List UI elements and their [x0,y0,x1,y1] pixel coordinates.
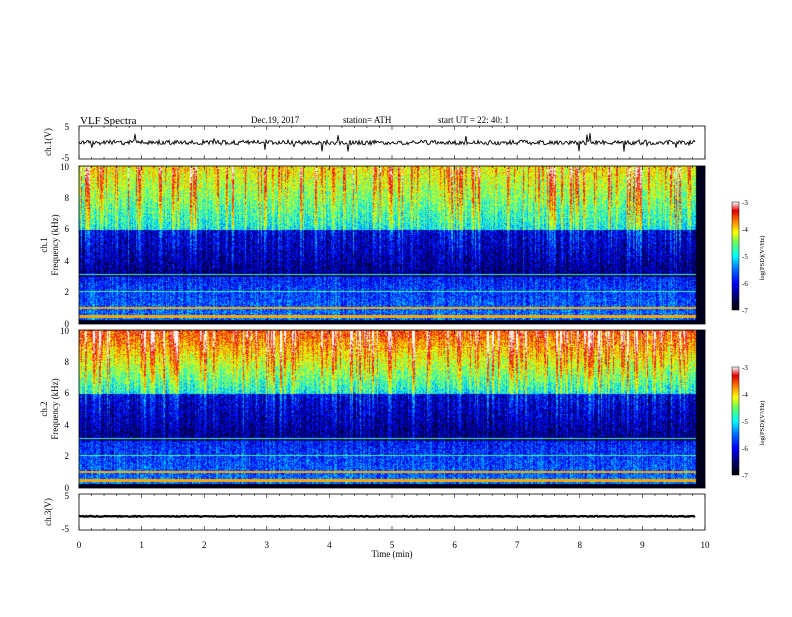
ch1-colorbar-tick-m6: -6 [742,280,748,288]
ch1-spectrogram-ylabel-channel: ch.1 [39,237,49,252]
ch1-waveform-trace [78,132,696,152]
ch2-freq-tick-6: 6 [65,388,70,398]
ch1-freq-tick-0: 0 [65,319,70,329]
ch1-spectrogram-panel: 0 2 4 6 8 10 ch.1 Frequency (kHz) -3 -4 … [39,162,766,329]
ch1-colorbar-tick-m3: -3 [742,199,748,207]
ch1-spectrogram-ylabel-frequency: Frequency (kHz) [50,214,60,275]
ch1-waveform-panel: 5 -5 ch.1(V) [43,122,706,163]
time-tick-label: 0 [77,540,82,550]
ch1-colorbar-tick-m4: -4 [742,226,748,234]
ch1-freq-tick-2: 2 [65,287,70,297]
ch2-colorbar-tick-m4: -4 [742,391,748,399]
ch2-colorbar [731,366,740,476]
ch3-waveform-panel: 5 -5 ch.3(V) 0 1 2 3 4 5 6 7 8 9 10 Time (min) [43,491,710,559]
spec1-g-raster [79,166,705,324]
ch2-colorbar-label: log(PSD)(V²/Hz) [759,401,766,446]
ch1-ylabel: ch.1(V) [43,128,53,156]
ch1-colorbar [731,201,740,311]
ch2-spectrogram-xticks [78,330,706,488]
time-tick-label: 10 [701,540,711,550]
spec2-g-raster [79,330,705,488]
ch2-colorbar-tick-m7: -7 [742,472,748,480]
time-tick-label: 8 [578,540,583,550]
ch2-colorbar-tick-m3: -3 [742,364,748,372]
ch3-waveform-frame [78,493,706,531]
time-axis-label: Time (min) [372,549,413,559]
ch2-spectrogram-ylabel-channel: ch.2 [39,401,49,416]
ch2-spectrogram-image [79,330,705,488]
ch2-freq-tick-10: 10 [60,326,70,336]
ch3-ylabel: ch.3(V) [43,498,53,526]
time-tick-label: 5 [390,540,395,550]
ch1-waveform-ticks [78,126,706,159]
time-axis-tick-labels: 0 1 2 3 4 5 6 7 8 9 10 [77,540,710,550]
time-tick-label: 3 [265,540,270,550]
ch2-colorbar-tick-m5: -5 [742,418,748,426]
ch1-freq-tick-10: 10 [60,162,70,172]
time-tick-label: 2 [202,540,207,550]
ch3-waveform-ticks [78,494,706,530]
ch1-spectrogram-image [79,166,705,324]
ch1-freq-tick-8: 8 [65,193,70,203]
ch2-spectrogram-ylabel-frequency: Frequency (kHz) [50,378,60,439]
station-label: station= ATH [343,115,392,125]
ch2-freq-tick-2: 2 [65,451,70,461]
ch2-freq-tick-0: 0 [65,483,70,493]
ch1-colorbar-tick-m5: -5 [742,253,748,261]
start-time-label: start UT = 22: 40: 1 [438,115,509,125]
time-tick-label: 9 [640,540,645,550]
ch2-colorbar-tick-m6: -6 [742,445,748,453]
ch3-waveform-trace [78,514,696,519]
ch1-wave-g-line [78,132,696,152]
ch1-ytick-bottom: -5 [62,153,70,163]
ch1-spectrogram-xticks [78,166,706,324]
ch1-freq-tick-6: 6 [65,224,70,234]
ch2-freq-tick-8: 8 [65,357,70,367]
time-tick-label: 4 [327,540,332,550]
date-label: Dec.19, 2017 [251,115,300,125]
time-tick-label: 7 [515,540,520,550]
ch1-ytick-top: 5 [65,122,70,132]
ch3-ytick-top: 5 [65,491,70,501]
ch2-spectrogram-panel: 0 2 4 6 8 10 ch.2 Frequency (kHz) -3 -4 … [39,326,766,493]
time-tick-label: 6 [452,540,457,550]
ch1-freq-tick-4: 4 [65,256,70,266]
ch1-colorbar-tick-m7: -7 [742,307,748,315]
ch3-ytick-bottom: -5 [62,524,70,534]
time-tick-label: 1 [139,540,144,550]
ch2-freq-tick-4: 4 [65,420,70,430]
ch1-colorbar-label: log(PSD)(V²/Hz) [759,236,766,281]
ch2-frequency-ticks: 0 2 4 6 8 10 [60,326,70,493]
ch1-frequency-ticks: 0 2 4 6 8 10 [60,162,70,329]
ch3-wave-g-line [78,514,696,519]
figure-title: VLF Spectra [80,115,137,127]
